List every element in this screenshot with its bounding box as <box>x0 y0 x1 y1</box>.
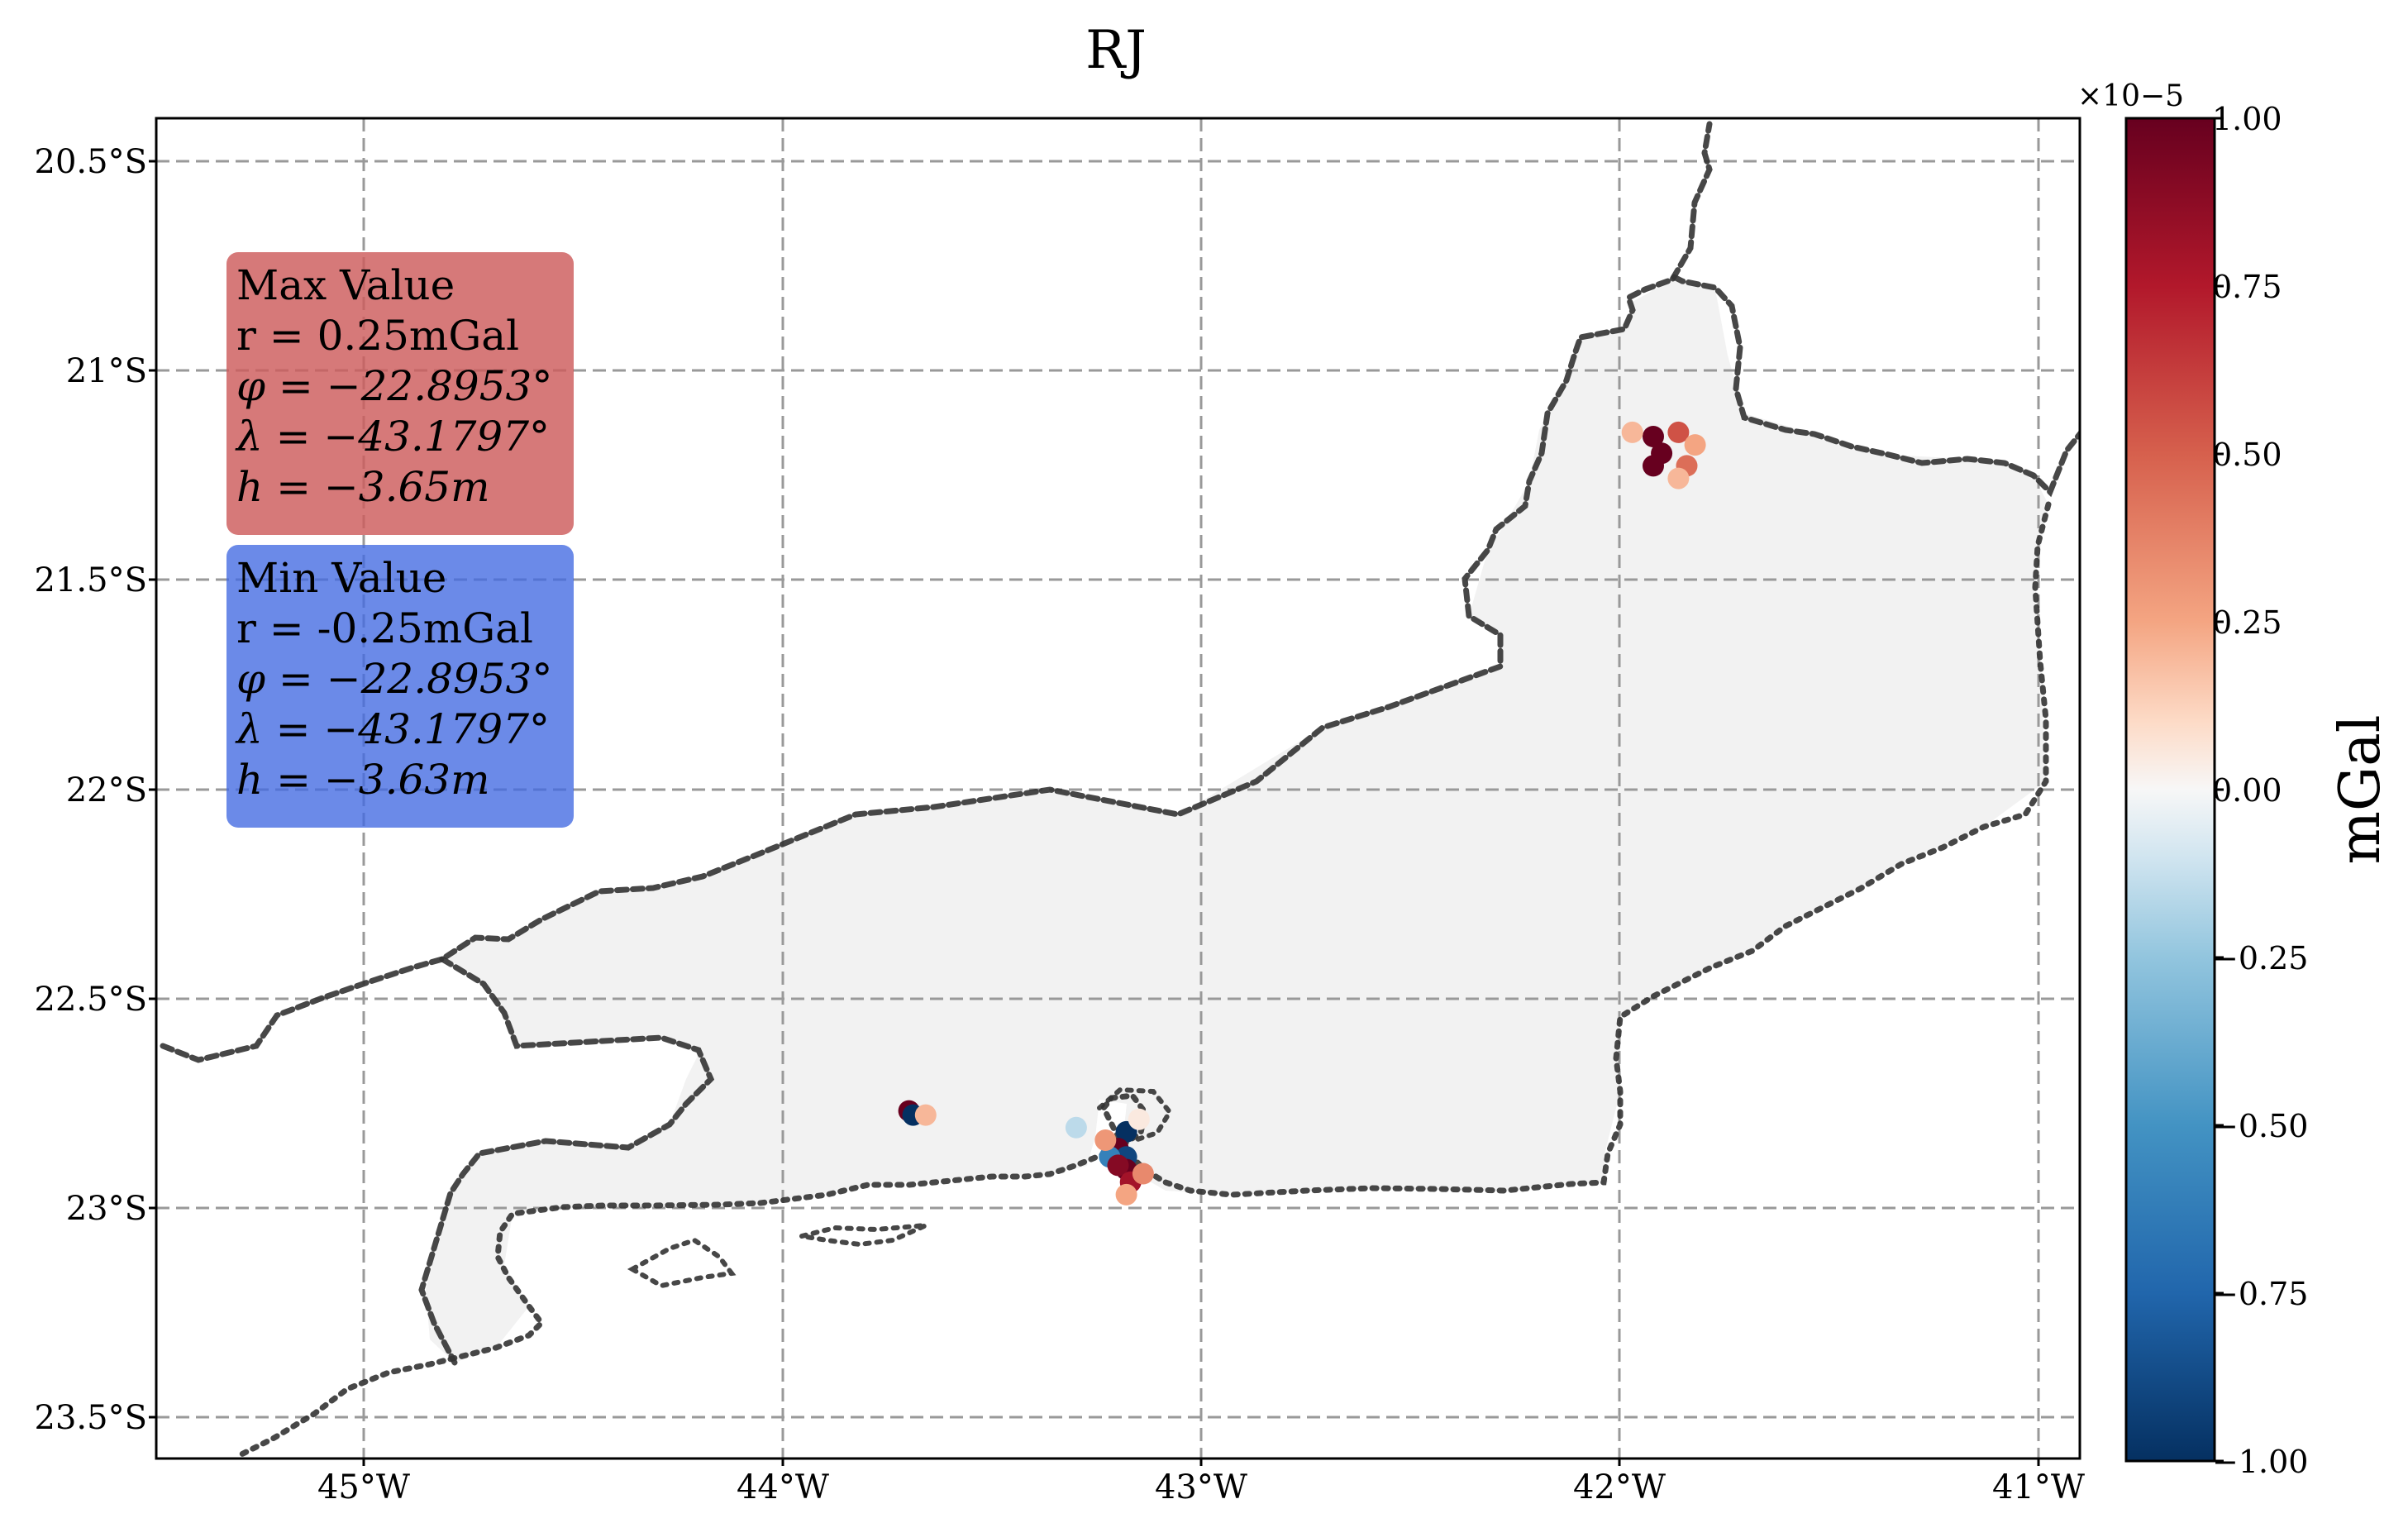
min-value-annotation: Min Value r = -0.25mGal φ = −22.8953° λ … <box>226 545 574 828</box>
colorbar-tick-label: 0.50 <box>2212 437 2282 473</box>
y-tick-label: 23.5°S <box>35 1399 147 1437</box>
anomaly-point <box>1643 455 1664 477</box>
colorbar-tick-label: 0.25 <box>2212 604 2282 641</box>
anomaly-point <box>1094 1129 1117 1151</box>
colorbar-tick-label: −0.50 <box>2212 1108 2308 1144</box>
anomaly-point <box>1684 434 1706 456</box>
y-tick-label: 20.5°S <box>35 143 147 181</box>
colorbar-multiplier: ×10−5 <box>2077 79 2184 113</box>
state-region-fill <box>426 279 2048 1363</box>
max-annotation-phi: φ = −22.8953° <box>236 362 553 410</box>
colorbar-tick-label: −0.75 <box>2212 1276 2308 1312</box>
anomaly-points <box>898 421 1706 1206</box>
anomaly-point <box>1128 1108 1150 1130</box>
colorbar-tick-label: 0.75 <box>2212 269 2282 305</box>
anomaly-point <box>1132 1163 1154 1185</box>
colorbar-tick-label: 1.00 <box>2212 101 2282 137</box>
anomaly-point <box>1667 421 1690 443</box>
border-rj-north <box>1671 274 2080 498</box>
plot-area <box>156 118 2080 1459</box>
x-axis: 45°W 44°W 43°W 42°W 41°W <box>317 1459 2085 1506</box>
colorbar-tick-label: −0.25 <box>2212 940 2308 976</box>
x-tick-label: 41°W <box>1992 1468 2085 1506</box>
anomaly-point <box>1115 1183 1137 1206</box>
colorbar-gradient <box>2124 117 2216 1463</box>
min-annotation-r: r = -0.25mGal <box>236 604 533 652</box>
y-tick-label: 21.5°S <box>35 561 147 599</box>
colorbar-tick-label: −1.00 <box>2212 1444 2308 1480</box>
x-tick-label: 45°W <box>317 1468 410 1506</box>
y-axis: 20.5°S 21°S 21.5°S 22°S 22.5°S 23°S 23.5… <box>35 143 156 1437</box>
max-annotation-r: r = 0.25mGal <box>236 312 520 360</box>
anomaly-point <box>1621 421 1643 443</box>
max-annotation-title: Max Value <box>236 261 455 309</box>
x-tick-label: 42°W <box>1573 1468 1666 1506</box>
max-annotation-lambda: λ = −43.1797° <box>236 413 551 461</box>
border-rj-northwest <box>160 121 1713 1063</box>
y-tick-label: 22°S <box>66 771 147 809</box>
anomaly-point <box>1107 1154 1129 1177</box>
x-tick-label: 43°W <box>1155 1468 1247 1506</box>
coast-bay-loop <box>1097 1086 1173 1143</box>
coast-island-2 <box>801 1223 927 1248</box>
anomaly-point <box>1667 467 1690 489</box>
max-annotation-h: h = −3.65m <box>236 463 490 511</box>
colorbar: ×10−5 1.00 0.75 0.50 0.25 0.00 −0.25 −0.… <box>2077 79 2393 1480</box>
min-annotation-h: h = −3.63m <box>236 756 490 804</box>
chart-title: RJ <box>1085 20 1147 81</box>
state-fill-polygon <box>426 279 2048 1363</box>
anomaly-point <box>914 1104 937 1126</box>
border-coast-east <box>236 501 2052 1459</box>
coast-island-1 <box>627 1237 737 1289</box>
anomaly-point <box>1643 426 1664 447</box>
state-borders <box>160 121 2080 1459</box>
y-tick-label: 23°S <box>66 1190 147 1228</box>
y-tick-label: 21°S <box>66 352 147 390</box>
max-value-annotation: Max Value r = 0.25mGal φ = −22.8953° λ =… <box>226 252 574 535</box>
min-annotation-phi: φ = −22.8953° <box>236 655 553 703</box>
anomaly-point <box>1065 1116 1087 1139</box>
min-annotation-title: Min Value <box>236 554 447 602</box>
min-annotation-lambda: λ = −43.1797° <box>236 705 551 753</box>
colorbar-tick-label: 0.00 <box>2212 772 2282 809</box>
border-rj-west <box>418 956 715 1366</box>
colorbar-label: mGal <box>2328 714 2393 864</box>
y-tick-label: 22.5°S <box>35 981 147 1019</box>
x-tick-label: 44°W <box>737 1468 829 1506</box>
